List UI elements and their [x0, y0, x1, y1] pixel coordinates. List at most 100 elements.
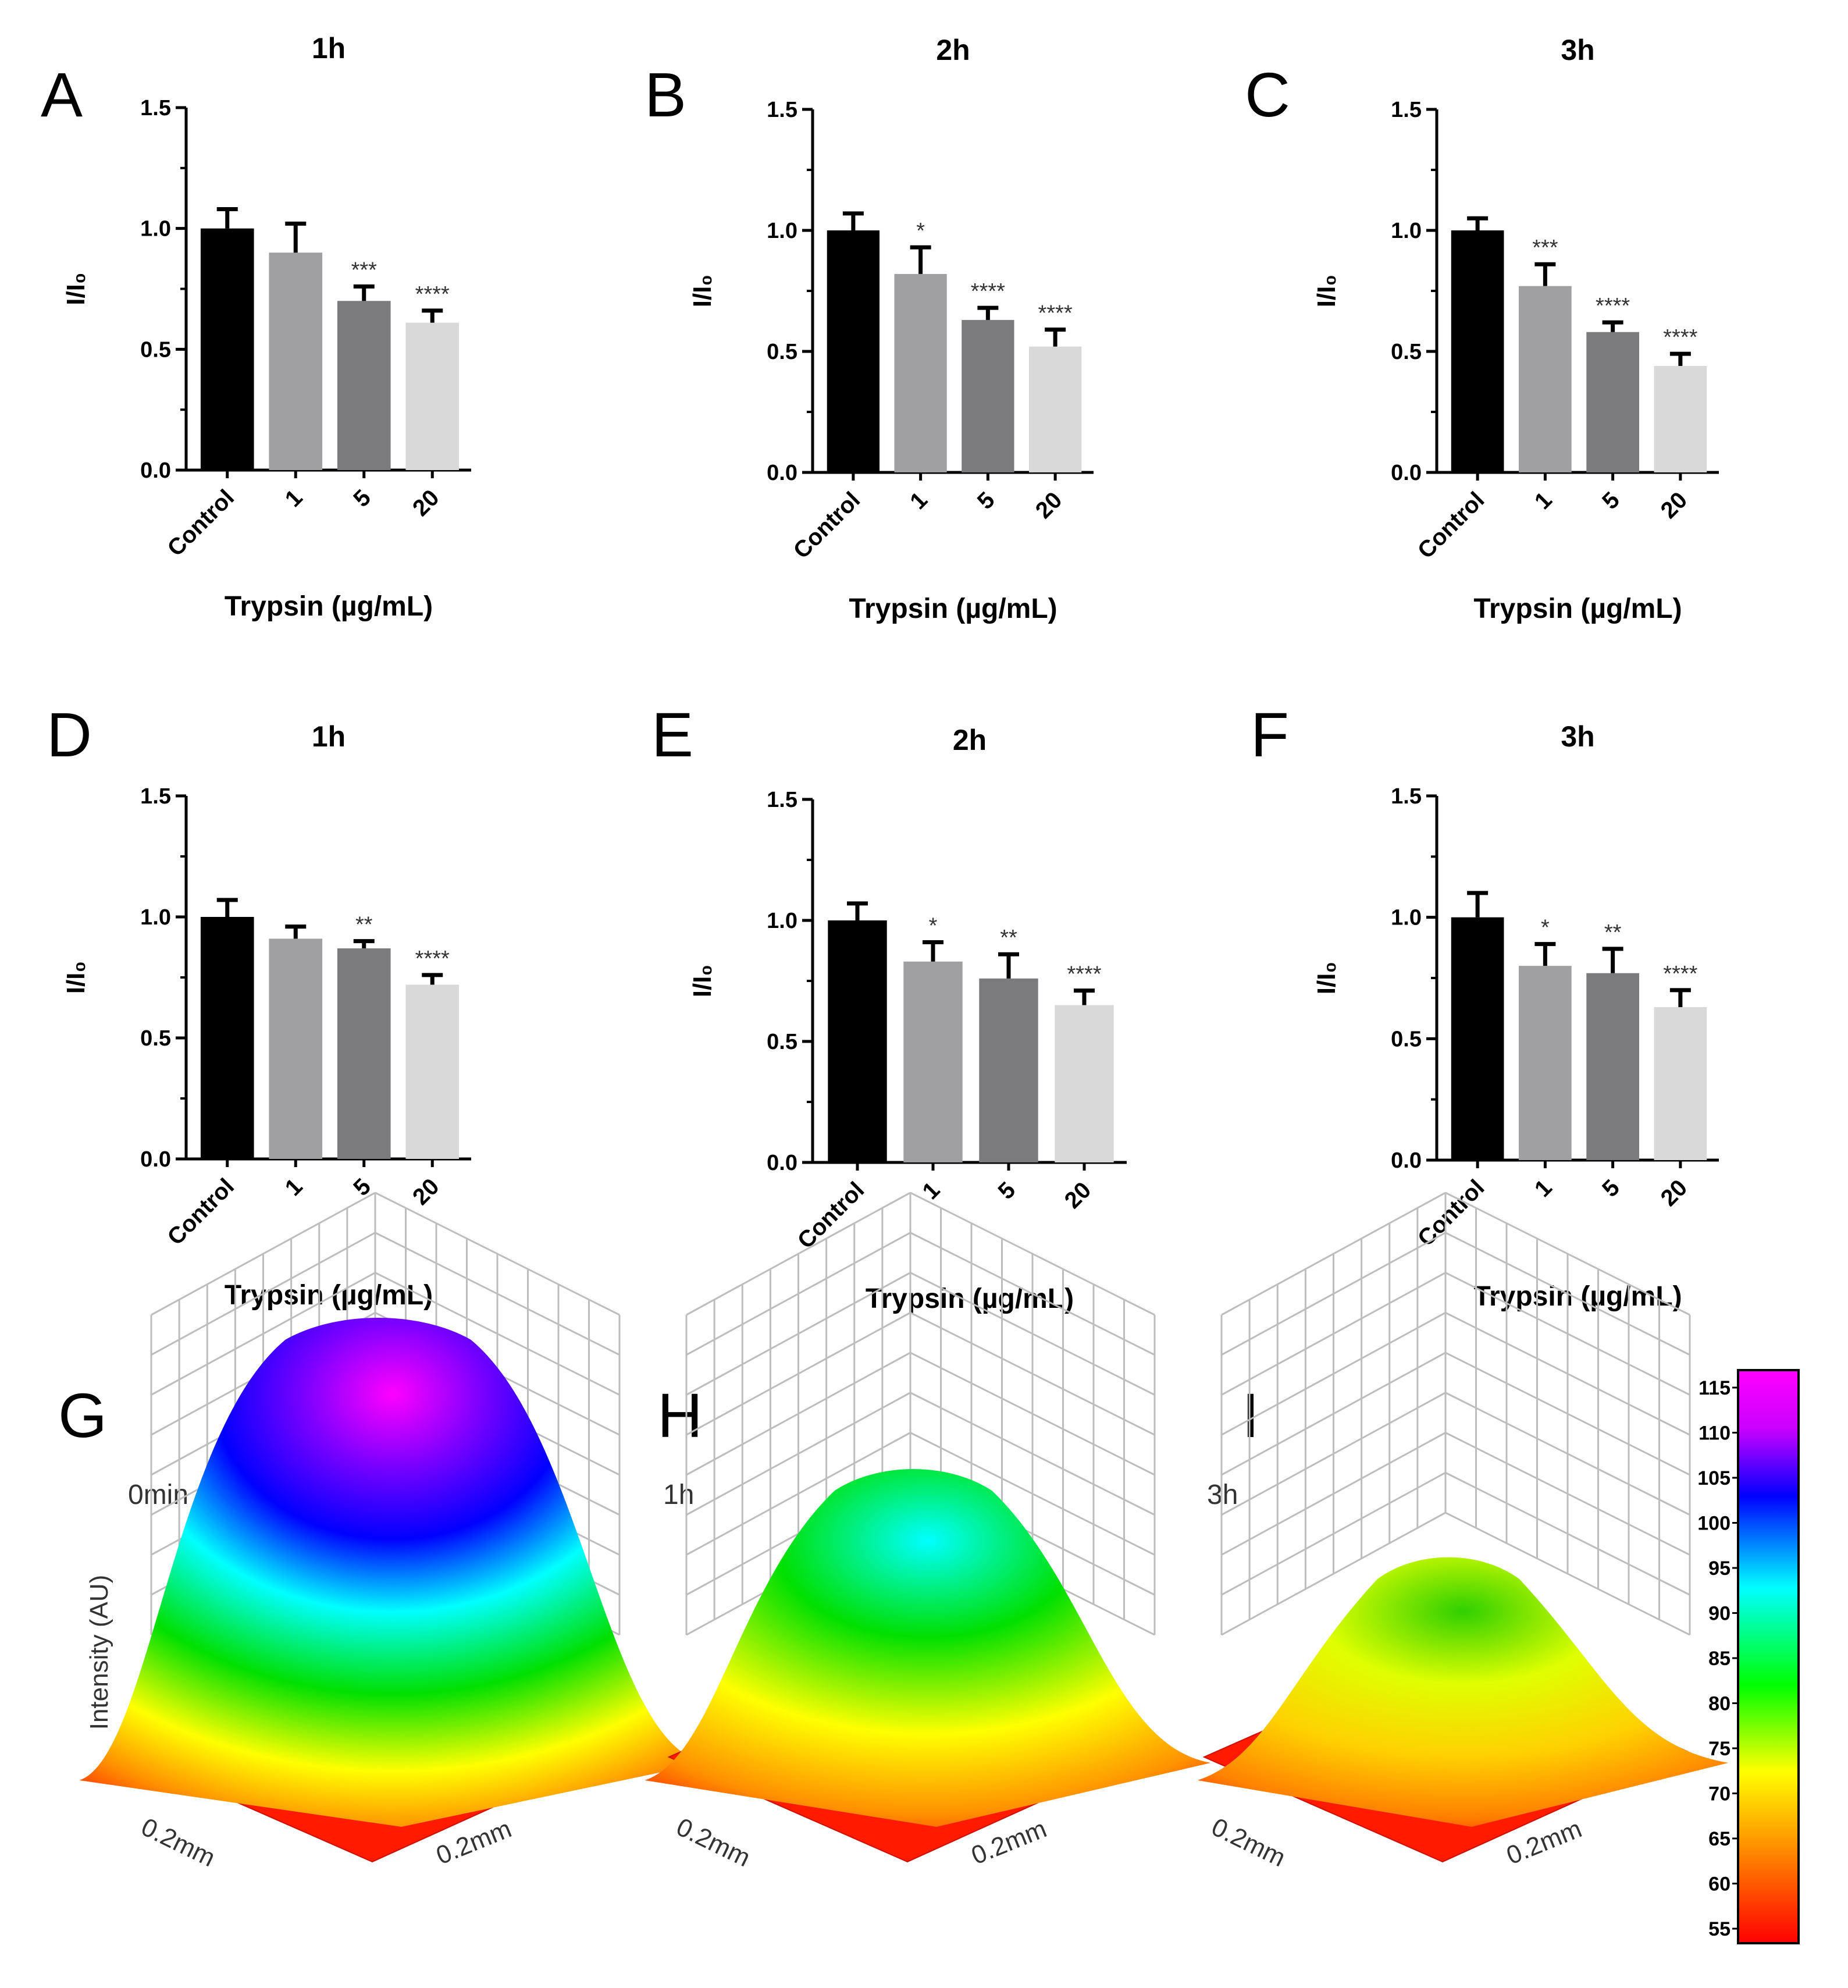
- grid-line: [1221, 1471, 1446, 1596]
- y-axis-label: I/I₀: [62, 961, 90, 994]
- colorbar-tick-label: 100: [1697, 1513, 1731, 1535]
- y-tick-label: 1.0: [140, 217, 171, 241]
- grid-line: [151, 1232, 376, 1356]
- chart-panel-B: B 2h 0.0 0.5 1.0 1.5 I/I₀ Control * 1 **** 5 **** 20 T…: [645, 34, 1094, 624]
- surface-grid: [1220, 1192, 1691, 1636]
- bar-1: [269, 938, 323, 1159]
- time-label: 1h: [663, 1480, 694, 1510]
- grid-line: [686, 1232, 911, 1356]
- y-tick-label: 0.5: [767, 340, 797, 364]
- intensity-surface: [645, 1469, 1211, 1827]
- x-scale-label: 0.2mm: [672, 1812, 754, 1872]
- category-label: 1: [280, 485, 308, 512]
- x-scale-label: 0.2mm: [1207, 1812, 1290, 1872]
- bar-5: [962, 319, 1014, 472]
- chart-title: 1h: [312, 720, 346, 753]
- y-axis-label: I/I₀: [1312, 962, 1341, 995]
- category-label: 5: [348, 485, 376, 512]
- bar-5: [979, 978, 1038, 1162]
- grid-line: [686, 1432, 911, 1556]
- colorbar-tick-label: 115: [1699, 1377, 1731, 1399]
- grid-line: [910, 1232, 1155, 1356]
- significance-label: **: [1604, 920, 1622, 945]
- time-label: 3h: [1207, 1480, 1238, 1510]
- panel-letter: D: [47, 699, 92, 770]
- chart-panel-F: F 3h 0.0 0.5 1.0 1.5 I/I₀ Control * 1 ** 5 **** 20 Try…: [1251, 699, 1719, 1312]
- y-tick-label: 0.0: [767, 1151, 797, 1175]
- category-label: 5: [994, 1177, 1021, 1204]
- x-axis-label: Trypsin (µg/mL): [225, 591, 433, 622]
- grid-line: [1445, 1512, 1690, 1636]
- category-label: Control: [1413, 487, 1490, 564]
- y-axis-label: I/I₀: [688, 965, 717, 998]
- grid-line: [1445, 1311, 1690, 1436]
- grid-line: [910, 1272, 1155, 1396]
- panel-letter: G: [58, 1380, 107, 1450]
- panel-letter: H: [657, 1380, 703, 1450]
- x-axis-label: Trypsin (µg/mL): [849, 593, 1057, 624]
- significance-label: *: [1541, 916, 1550, 940]
- x-axis-label: Trypsin (µg/mL): [866, 1283, 1074, 1314]
- y-tick-label: 0.5: [1391, 340, 1422, 364]
- grid-line: [375, 1232, 620, 1356]
- chart-panel-D: D 1h 0.0 0.5 1.0 1.5 I/I₀ Control 1 ** 5 **** 20 Tryp…: [47, 699, 471, 1311]
- significance-label: *: [929, 913, 938, 938]
- significance-label: *: [916, 219, 925, 243]
- category-label: 20: [1656, 487, 1693, 524]
- y-tick-label: 1.5: [767, 788, 797, 812]
- z-axis-label: Intensity (AU): [85, 1575, 113, 1730]
- significance-label: ****: [1067, 962, 1101, 987]
- chart-title: 3h: [1561, 720, 1594, 753]
- grid-line: [1445, 1392, 1690, 1516]
- grid-line: [910, 1311, 1155, 1436]
- grid-line: [910, 1352, 1155, 1476]
- grid-line: [686, 1352, 911, 1476]
- category-label: 5: [348, 1173, 376, 1201]
- bar-control: [1451, 917, 1504, 1160]
- y-tick-label: 1.0: [767, 909, 797, 933]
- grid-line: [686, 1392, 911, 1516]
- significance-label: ****: [415, 282, 450, 307]
- colorbar-ticks: 115 110 105 100 95 90 85 80 75 70 65 60 55: [1697, 1377, 1738, 1940]
- y-tick-label: 0.5: [767, 1030, 797, 1054]
- y-tick-label: 1.0: [767, 219, 797, 243]
- bar-20: [405, 984, 460, 1159]
- category-label: 5: [1597, 487, 1625, 514]
- grid-line: [686, 1192, 911, 1316]
- grid-line: [1445, 1352, 1690, 1476]
- significance-label: ***: [1532, 236, 1558, 260]
- bar-20: [1028, 346, 1082, 472]
- category-label: 20: [1656, 1175, 1693, 1211]
- category-label: Control: [1413, 1175, 1490, 1251]
- colorbar-tick-label: 80: [1708, 1693, 1731, 1715]
- significance-label: ****: [415, 947, 450, 971]
- grid-line: [151, 1272, 376, 1396]
- chart-title: 2h: [953, 724, 987, 756]
- colorbar-tick-label: 75: [1708, 1738, 1731, 1760]
- x-axis-label: Trypsin (µg/mL): [1473, 593, 1682, 624]
- bar-20: [1055, 1005, 1114, 1162]
- category-label: 5: [973, 487, 1000, 514]
- bar-20: [1654, 1007, 1707, 1160]
- chart-title: 1h: [312, 32, 346, 65]
- category-label: 1: [905, 487, 932, 514]
- category-label: 1: [1530, 1175, 1557, 1202]
- grid-line: [686, 1272, 911, 1396]
- colorbar: 115 110 105 100 95 90 85 80 75 70 65 60 55: [1697, 1369, 1800, 1944]
- bar-control: [1451, 230, 1504, 472]
- grid-line: [1221, 1192, 1446, 1316]
- colorbar-tick-label: 55: [1708, 1918, 1731, 1940]
- y-tick-label: 0.0: [140, 458, 171, 483]
- grid-line: [1221, 1232, 1446, 1356]
- category-label: Control: [162, 1173, 239, 1250]
- bar-1: [894, 273, 947, 472]
- category-label: Control: [793, 1177, 870, 1254]
- grid-line: [910, 1192, 1155, 1316]
- grid-line: [1221, 1432, 1446, 1556]
- significance-label: ****: [1596, 294, 1630, 318]
- colorbar-tick-label: 65: [1708, 1828, 1731, 1850]
- y-axis-label: I/I₀: [688, 275, 717, 308]
